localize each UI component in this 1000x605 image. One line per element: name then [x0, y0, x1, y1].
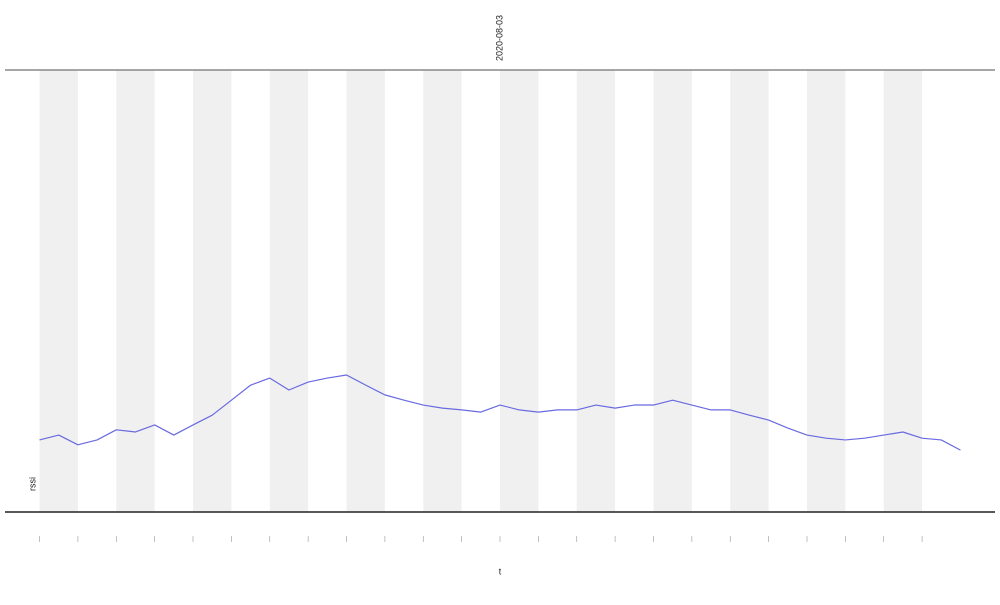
legend-entry: rssi: [27, 477, 37, 491]
shaded-band: [576, 70, 616, 512]
shaded-band: [39, 70, 78, 512]
shaded-band: [116, 70, 155, 512]
shaded-band: [500, 70, 539, 512]
shaded-band: [653, 70, 692, 512]
shaded-band: [806, 70, 846, 512]
shaded-band: [730, 70, 769, 512]
data-line: [39, 374, 961, 451]
shaded-band: [423, 70, 462, 512]
shaded-band: [193, 70, 232, 512]
x-axis-label: t: [499, 566, 502, 576]
shaded-band: [269, 70, 309, 512]
shaded-band: [346, 70, 385, 512]
chart-title: 2020-08-03: [494, 15, 504, 61]
shaded-band: [883, 70, 923, 512]
